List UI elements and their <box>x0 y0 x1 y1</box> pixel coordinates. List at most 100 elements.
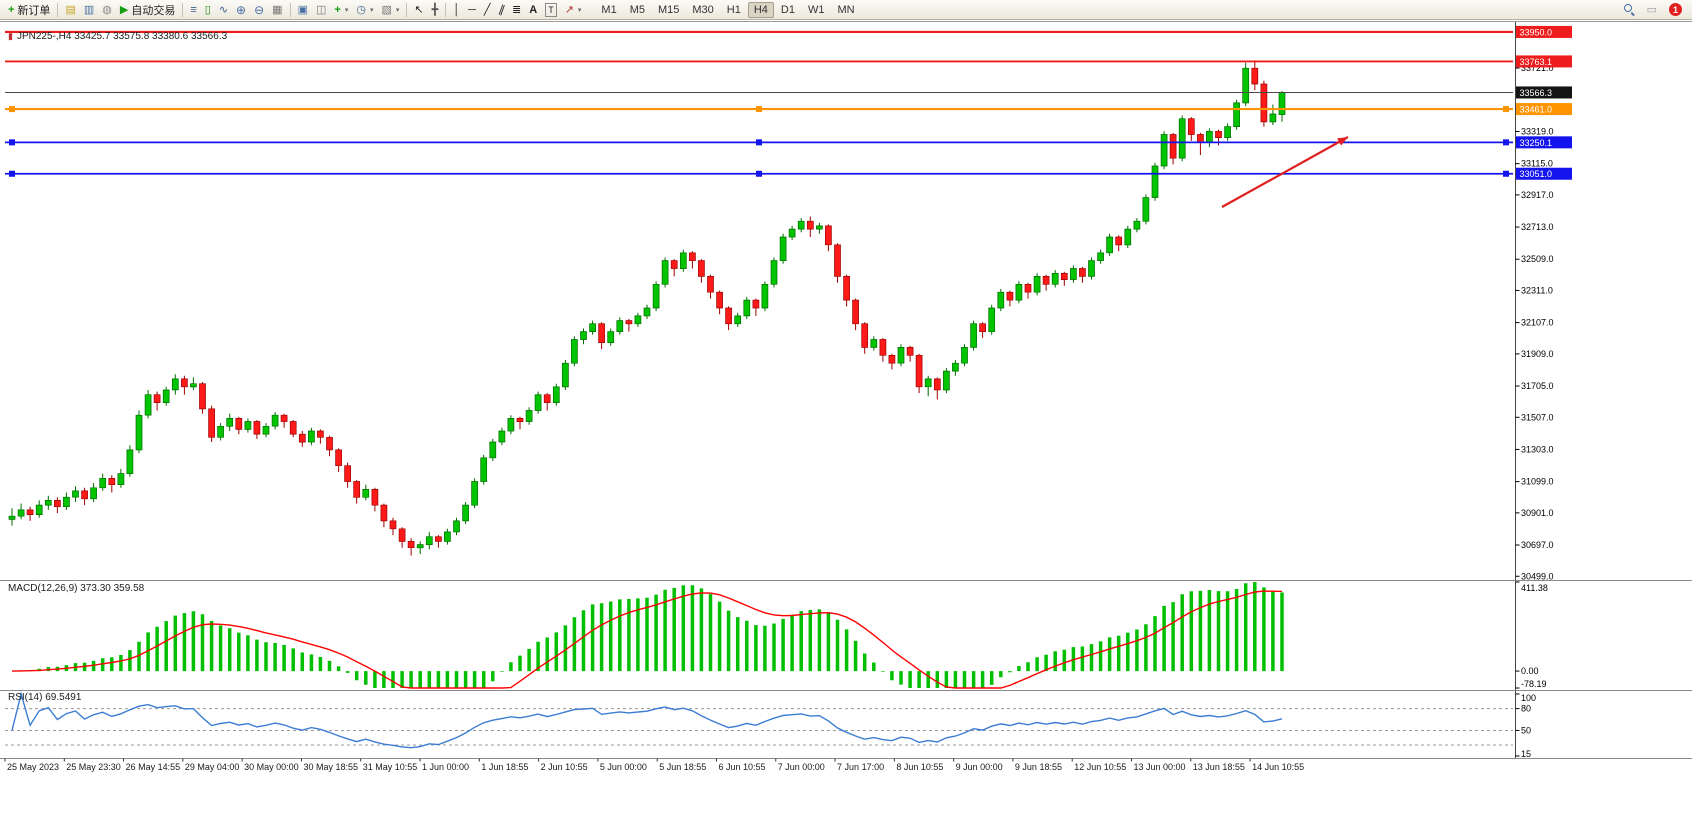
profiles-button[interactable]: ▥ <box>80 1 98 18</box>
macd-axis[interactable]: 411.38 0.00 -78.19 <box>1515 581 1548 689</box>
time-tick-label: 13 Jun 18:55 <box>1193 762 1245 772</box>
news-icon: ▭ <box>1646 3 1657 16</box>
crosshair-tool-button[interactable]: ╋ <box>428 1 443 18</box>
timeframe-m1[interactable]: M1 <box>601 3 617 16</box>
horizontal-line-tool-button[interactable]: ─ <box>464 1 480 18</box>
symbol-ohlc-label: ▮ JPN225-,H4 33425.7 33575.8 33380.6 335… <box>8 31 227 42</box>
channel-tool-button[interactable]: ∥ <box>495 1 509 18</box>
time-tick-label: 26 May 14:55 <box>126 762 181 772</box>
macd-label-text: MACD(12,26,9) 373.30 359.58 <box>8 583 145 594</box>
time-tick-label: 2 Jun 10:55 <box>541 762 588 772</box>
templates-button[interactable]: ▧ ▾ <box>377 1 403 18</box>
zoom-in-button[interactable]: ⊕ <box>232 1 250 18</box>
candlestick-icon: ▯ <box>204 3 211 16</box>
text-tool-button[interactable]: A <box>525 1 541 18</box>
toolbar-right-group: ▭ 1 <box>1623 1 1688 18</box>
news-button[interactable]: ▭ <box>1643 1 1661 18</box>
periods-button[interactable]: ◷ ▾ <box>352 1 377 18</box>
time-tick-label: 12 Jun 10:55 <box>1074 762 1126 772</box>
time-tick-label: 8 Jun 10:55 <box>896 762 943 772</box>
rsi-tick-label: 80 <box>1521 704 1531 714</box>
time-tick-label: 6 Jun 10:55 <box>718 762 765 772</box>
pivot-line-33461-price-badge-label: 33461.0 <box>1520 105 1553 115</box>
data-window-button[interactable]: ▣ <box>294 1 312 18</box>
timeframe-mn[interactable]: MN <box>837 3 855 16</box>
trendline-icon: ╱ <box>483 3 491 16</box>
timeframe-w1[interactable]: W1 <box>807 3 825 16</box>
search-icon[interactable] <box>1623 4 1635 15</box>
clock-icon: ◷ <box>356 3 366 16</box>
pivot-line-33461-handle[interactable] <box>756 106 762 113</box>
time-tick-label: 14 Jun 10:55 <box>1252 762 1304 772</box>
macd-histogram <box>19 582 1284 688</box>
price-axis[interactable]: 33721.0 33319.0 33115.0 32917.0 32713.0 32509… <box>1515 63 1554 581</box>
price-tick-label: 30901.0 <box>1521 508 1554 518</box>
profiles-icon: ▥ <box>83 3 95 16</box>
price-tick-label: 32917.0 <box>1521 190 1554 200</box>
rsi-indicator-label: RSI(14) 69.5491 <box>8 692 81 703</box>
label-tool-button[interactable]: T <box>541 1 561 18</box>
line-chart-mode-button[interactable]: ∿ <box>215 1 232 18</box>
support-line-33051-price-badge <box>1516 167 1572 180</box>
timeframe-m15[interactable]: M15 <box>657 3 680 16</box>
autotrading-button[interactable]: ▶ 自动交易 <box>116 1 179 18</box>
vertical-line-icon: │ <box>453 3 461 16</box>
toolbar: + 新订单 ▤ ▥ ◍ ▶ 自动交易 ≡ ▯ ∿ ⊕ ⊖ ▦ ▣ ◫ + ▾ ◷… <box>0 0 1692 20</box>
fibonacci-tool-button[interactable]: ≣ <box>508 1 525 18</box>
symbol-ohlc-text: JPN225-,H4 33425.7 33575.8 33380.6 33566… <box>16 31 228 42</box>
price-tick-label: 31303.0 <box>1521 444 1554 454</box>
community-button[interactable]: ◍ <box>98 1 116 18</box>
crosshair-icon: ╋ <box>431 3 439 16</box>
timeframe-m30[interactable]: M30 <box>692 3 714 16</box>
notification-badge[interactable]: 1 <box>1669 3 1682 16</box>
chevron-down-icon: ▾ <box>577 6 582 14</box>
support-line-33051-handle[interactable] <box>756 170 762 177</box>
zoom-out-button[interactable]: ⊖ <box>250 1 268 18</box>
macd-tick-label: -78.19 <box>1521 679 1547 689</box>
time-tick-label: 5 Jun 18:55 <box>659 762 706 772</box>
new-chart-button[interactable]: ▤ <box>61 1 79 18</box>
autotrading-icon: ▶ <box>119 3 129 16</box>
arrows-tool-button[interactable]: ↗ ▾ <box>561 1 586 18</box>
trendline-tool-button[interactable]: ╱ <box>480 1 495 18</box>
trend-arrow[interactable] <box>1221 136 1349 208</box>
support-line-33051-handle[interactable] <box>1503 170 1509 177</box>
current-price-line-price-badge <box>1516 86 1572 99</box>
support-line-33250-handle[interactable] <box>9 139 15 146</box>
arrows-icon: ↗ <box>564 3 574 16</box>
toolbar-separator <box>445 2 447 17</box>
zoom-in-icon: ⊕ <box>236 2 247 17</box>
vertical-line-tool-button[interactable]: │ <box>449 1 464 18</box>
time-tick-label: 29 May 04:00 <box>185 762 240 772</box>
support-line-33051-handle[interactable] <box>9 170 15 177</box>
pivot-line-33461-handle[interactable] <box>1503 106 1509 113</box>
resistance-line-33763-price-badge <box>1516 55 1572 68</box>
toolbar-separator <box>57 2 59 17</box>
text-icon: A <box>529 3 538 16</box>
time-tick-label: 1 Jun 18:55 <box>481 762 528 772</box>
support-line-33250-handle[interactable] <box>756 139 762 146</box>
time-axis[interactable]: 25 May 2023 25 May 23:30 26 May 14:55 29 Ma… <box>4 758 1304 773</box>
bar-chart-mode-button[interactable]: ≡ <box>186 1 200 18</box>
support-line-33250-price-badge-label: 33250.1 <box>1520 138 1553 148</box>
pivot-line-33461-price-badge <box>1516 103 1572 116</box>
timeframe-m5[interactable]: M5 <box>629 3 645 16</box>
timeframe-h4[interactable]: H4 <box>747 1 774 18</box>
price-tick-label: 33115.0 <box>1521 159 1553 169</box>
candle-chart-mode-button[interactable]: ▯ <box>201 1 215 18</box>
new-order-button[interactable]: + 新订单 <box>4 1 54 18</box>
cursor-tool-button[interactable]: ↖ <box>410 1 427 18</box>
pivot-line-33461-handle[interactable] <box>9 106 15 113</box>
indicators-button[interactable]: + ▾ <box>330 1 352 18</box>
new-chart-icon: ▤ <box>65 3 76 16</box>
timeframe-h1[interactable]: H1 <box>726 3 741 16</box>
chevron-down-icon: ▾ <box>395 6 400 14</box>
timeframe-d1[interactable]: D1 <box>780 3 795 16</box>
time-tick-label: 30 May 18:55 <box>303 762 358 772</box>
rsi-tick-label: 50 <box>1521 725 1531 735</box>
chart-shift-button[interactable]: ◫ <box>312 1 330 18</box>
tile-windows-button[interactable]: ▦ <box>268 1 286 18</box>
support-line-33250-handle[interactable] <box>1503 139 1509 146</box>
